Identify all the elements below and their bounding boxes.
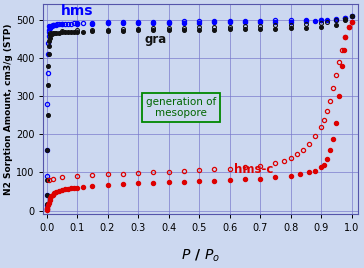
Text: $\it{P}$ / $\it{P_o}$: $\it{P}$ / $\it{P_o}$ bbox=[181, 248, 220, 265]
Text: hms: hms bbox=[61, 4, 93, 18]
Y-axis label: N2 Sorption Amount, cm3/g (STP): N2 Sorption Amount, cm3/g (STP) bbox=[4, 24, 13, 195]
Text: generation of
mesopore: generation of mesopore bbox=[146, 97, 216, 118]
Text: hms-c: hms-c bbox=[234, 163, 274, 176]
Text: gra: gra bbox=[144, 33, 166, 46]
